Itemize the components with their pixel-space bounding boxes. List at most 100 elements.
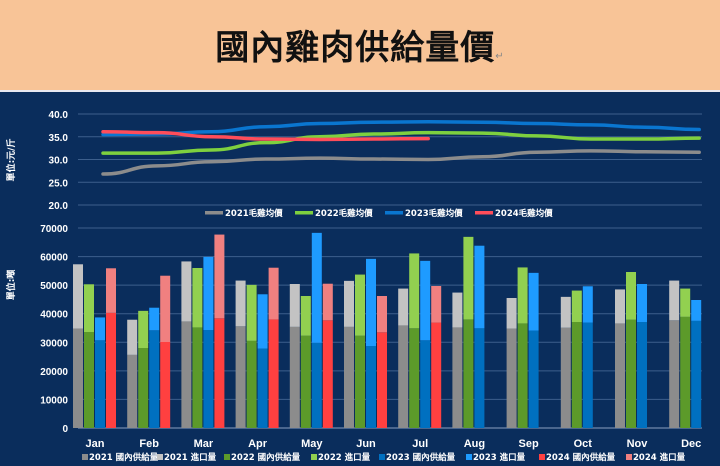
month-label: Jul [412,438,428,450]
bar-2022-import [355,274,365,336]
bar-2023-import [203,256,214,330]
bar-2023-import [366,258,376,346]
bar-2023-domestic [691,320,702,428]
line-legend-label: 2021毛雞均價 [225,208,283,219]
bar-legend-swatch [224,454,230,460]
bar-2024-domestic [214,318,225,428]
bar-2022-domestic [246,340,257,428]
bar-2022-domestic [680,316,691,428]
bar-2024-import [268,267,279,320]
bar-2021-import [669,280,680,321]
bar-2023-import [420,260,431,341]
bar-2022-domestic [571,322,582,428]
month-label: Oct [574,438,593,450]
bar-2023-domestic [582,322,593,428]
title-banner: 國內雞肉供給量價↵ [0,0,720,92]
bar-2022-domestic [463,319,474,428]
bar-legend-label: 2023 國內供給量 [386,452,456,463]
line-legend-label: 2022毛雞均價 [315,208,373,219]
line-legend-swatch [475,211,493,215]
bar-2024-import [377,296,387,333]
bar-2023-import [311,232,322,343]
month-label: Sep [519,438,539,450]
bar-2021-import [344,280,354,327]
line-y-axis-title: 單位:元/斤 [5,139,17,182]
bar-2022-domestic [138,348,149,428]
bar-2024-domestic [268,319,279,428]
bar-2022-domestic [626,319,636,428]
bar-2021-import [560,296,571,328]
bar-2023-domestic [311,342,322,428]
bar-2023-domestic [366,346,376,428]
bar-2022-domestic [517,323,528,428]
paragraph-mark-icon: ↵ [495,51,505,62]
bar-y-tick-label: 30000 [40,338,68,349]
bar-2023-domestic [95,340,105,428]
page-title: 國內雞肉供給量價↵ [0,20,720,69]
bar-legend-label: 2023 進口量 [473,452,526,463]
bar-legend-label: 2021 進口量 [164,452,217,463]
bar-2022-import [626,272,636,320]
line-legend-swatch [385,211,403,215]
line-series-2021毛雞均價 [101,149,701,176]
bar-2022-import [680,288,691,317]
bar-y-tick-label: 20000 [40,367,68,378]
bar-legend-swatch [626,454,632,460]
month-label: May [301,438,323,450]
bar-2023-import [582,286,593,323]
line-y-tick-label: 20.0 [49,201,69,212]
bar-2022-import [571,290,582,322]
bar-2022-import [84,284,94,332]
bar-2022-domestic [409,328,420,428]
bar-legend-label: 2024 進口量 [633,452,686,463]
bar-y-tick-label: 40000 [40,310,68,321]
line-y-tick-label: 25.0 [49,178,69,189]
bar-2021-domestic [560,327,571,428]
bar-legend-label: 2021 國內供給量 [89,452,159,463]
bar-2021-domestic [73,328,83,428]
bar-2022-import [246,284,257,341]
bar-2024-domestic [431,322,442,428]
bar-2021-domestic [669,320,680,428]
bar-2021-import [398,288,409,326]
month-label: Nov [627,438,649,450]
month-label: Aug [464,438,485,450]
bar-legend-swatch [466,454,472,460]
line-series-2022毛雞均價 [101,130,701,155]
bar-2022-import [192,268,203,328]
bar-2023-import [149,307,160,331]
bar-2021-import [506,298,517,329]
bar-2024-domestic [160,342,171,428]
bar-2022-import [300,296,311,336]
bar-2021-domestic [289,326,300,428]
bar-2024-domestic [377,332,387,428]
line-legend-label: 2023毛雞均價 [405,208,463,219]
bar-2024-import [322,283,333,321]
bar-2021-import [127,319,138,355]
bar-2021-import [452,292,463,328]
bar-2023-import [528,272,539,331]
bar-2021-domestic [181,321,192,428]
bar-legend-swatch [311,454,317,460]
line-legend-swatch [205,211,223,215]
bar-2023-domestic [203,330,214,428]
bar-2023-domestic [149,330,160,428]
bar-2021-import [235,280,246,327]
line-y-tick-label: 40.0 [49,110,69,121]
month-label: Dec [681,438,701,450]
bar-y-tick-label: 0 [62,424,68,435]
bar-legend-label: 2022 進口量 [318,452,371,463]
bar-y-tick-label: 70000 [40,224,68,235]
bar-2024-import [106,268,116,313]
month-label: Jun [356,438,376,450]
line-series-2023毛雞均價 [101,119,701,137]
bar-2024-domestic [106,312,116,428]
line-y-tick-label: 35.0 [49,133,69,144]
bar-2021-domestic [344,326,354,428]
bar-legend-swatch [379,454,385,460]
bar-2023-domestic [637,322,647,428]
bar-2022-import [409,253,420,329]
bar-2021-domestic [235,326,246,428]
bar-2024-import [431,286,442,323]
